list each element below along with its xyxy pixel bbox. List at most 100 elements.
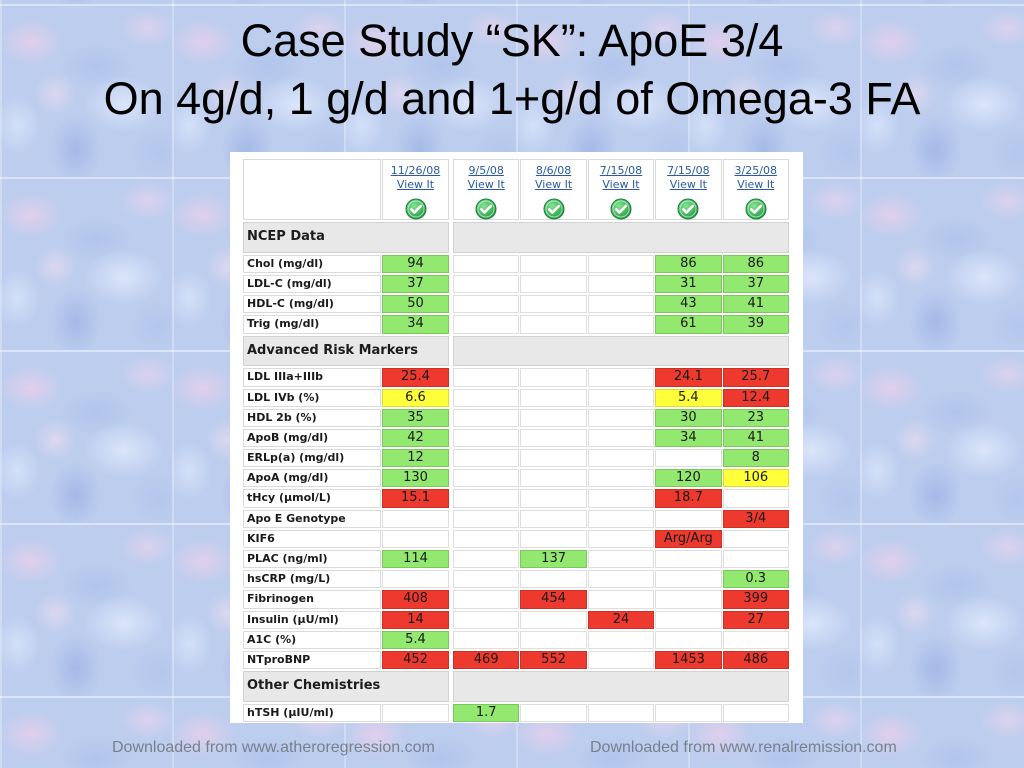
empty-cell xyxy=(655,610,722,629)
column-divider xyxy=(450,315,452,333)
result-value-cell: 408 xyxy=(382,590,449,609)
column-divider xyxy=(450,631,452,649)
result-value-cell: Arg/Arg xyxy=(655,529,722,549)
empty-cell xyxy=(382,703,449,723)
empty-cell xyxy=(453,590,520,609)
empty-cell xyxy=(655,449,722,468)
result-value-cell: 15.1 xyxy=(382,489,449,508)
row-label: HDL 2b (%) xyxy=(243,408,381,427)
empty-cell xyxy=(520,610,587,629)
result-value-cell: 3/4 xyxy=(722,509,789,528)
view-it-link[interactable]: View It xyxy=(396,178,435,191)
result-value-cell: 12 xyxy=(382,449,449,468)
empty-cell xyxy=(587,274,655,294)
date-column-header: 7/15/08 View It xyxy=(655,159,722,220)
column-divider xyxy=(450,295,452,313)
empty-cell xyxy=(520,428,587,448)
empty-cell xyxy=(655,630,722,649)
empty-cell xyxy=(722,630,789,649)
result-value-cell: 25.4 xyxy=(382,368,449,387)
empty-cell xyxy=(587,428,655,448)
empty-cell xyxy=(520,489,587,508)
date-link[interactable]: 7/15/08 xyxy=(599,164,643,177)
view-it-link[interactable]: View It xyxy=(737,178,775,191)
result-value-cell: 31 xyxy=(655,274,722,294)
date-link[interactable]: 9/5/08 xyxy=(468,164,504,177)
date-column-header: 3/25/08 View It xyxy=(722,159,789,220)
empty-cell xyxy=(587,254,655,273)
column-divider xyxy=(450,704,452,722)
row-label: Trig (mg/dl) xyxy=(243,315,381,334)
title-line-2: On 4g/d, 1 g/d and 1+g/d of Omega-3 FA xyxy=(103,73,921,124)
empty-cell xyxy=(520,509,587,528)
column-divider xyxy=(450,409,452,427)
empty-cell xyxy=(520,449,587,468)
result-value-cell: 12.4 xyxy=(722,388,789,407)
row-label: hTSH (µIU/ml) xyxy=(243,703,381,723)
empty-cell xyxy=(587,408,655,427)
result-value-cell: 94 xyxy=(382,254,449,273)
empty-cell xyxy=(587,368,655,387)
row-label: ApoB (mg/dl) xyxy=(243,428,381,448)
date-link[interactable]: 8/6/08 xyxy=(535,164,572,177)
empty-cell xyxy=(453,469,520,488)
empty-cell xyxy=(587,469,655,488)
result-value-cell: 5.4 xyxy=(655,388,722,407)
header-label-cell xyxy=(243,159,381,220)
date-column-header: 9/5/08 View It xyxy=(453,159,520,220)
empty-cell xyxy=(453,428,520,448)
column-divider xyxy=(450,368,452,386)
empty-cell xyxy=(722,550,789,569)
empty-cell xyxy=(520,368,587,387)
result-value-cell: 42 xyxy=(382,428,449,448)
result-value-cell: 18.7 xyxy=(655,489,722,508)
empty-cell xyxy=(587,703,655,723)
date-link[interactable]: 3/25/08 xyxy=(734,164,777,177)
empty-cell xyxy=(587,550,655,569)
date-column-header: 11/26/08 View It xyxy=(382,159,449,220)
empty-cell xyxy=(587,388,655,407)
footer-source-right: Downloaded from www.renalremission.com xyxy=(590,739,897,756)
date-link[interactable]: 11/26/08 xyxy=(390,164,441,177)
empty-cell xyxy=(382,529,449,549)
view-it-link[interactable]: View It xyxy=(602,178,640,191)
view-it-link[interactable]: View It xyxy=(669,178,707,191)
column-divider xyxy=(450,550,452,568)
date-column-header: 7/15/08 View It xyxy=(587,159,655,220)
empty-cell xyxy=(520,703,587,723)
result-value-cell: 120 xyxy=(655,469,722,488)
results-table: 11/26/08 View It 9/5/08 View It 8/6/08 View I… xyxy=(243,159,789,723)
empty-cell xyxy=(587,489,655,508)
result-value-cell: 34 xyxy=(382,315,449,334)
result-value-cell: 24.1 xyxy=(655,368,722,387)
row-label: PLAC (ng/ml) xyxy=(243,550,381,569)
result-value-cell: 61 xyxy=(655,315,722,334)
column-divider xyxy=(450,489,452,507)
empty-cell xyxy=(453,570,520,589)
column-divider xyxy=(450,611,452,629)
empty-cell xyxy=(453,408,520,427)
date-link[interactable]: 7/15/08 xyxy=(667,164,710,177)
empty-cell xyxy=(587,449,655,468)
empty-cell xyxy=(520,529,587,549)
empty-cell xyxy=(655,570,722,589)
empty-cell xyxy=(655,590,722,609)
row-label: A1C (%) xyxy=(243,630,381,649)
empty-cell xyxy=(382,509,449,528)
check-circle-icon xyxy=(677,198,699,220)
empty-cell xyxy=(453,254,520,273)
view-it-link[interactable]: View It xyxy=(467,178,505,191)
empty-cell xyxy=(453,368,520,387)
empty-cell xyxy=(382,570,449,589)
empty-cell xyxy=(587,650,655,670)
result-value-cell: 130 xyxy=(382,469,449,488)
empty-cell xyxy=(722,703,789,723)
check-circle-icon xyxy=(610,198,632,220)
view-it-link[interactable]: View It xyxy=(535,178,573,191)
result-value-cell: 34 xyxy=(655,428,722,448)
result-value-cell: 1.7 xyxy=(453,703,520,723)
result-value-cell: 0.3 xyxy=(722,570,789,589)
result-value-cell: 24 xyxy=(587,610,655,629)
empty-cell xyxy=(453,610,520,629)
